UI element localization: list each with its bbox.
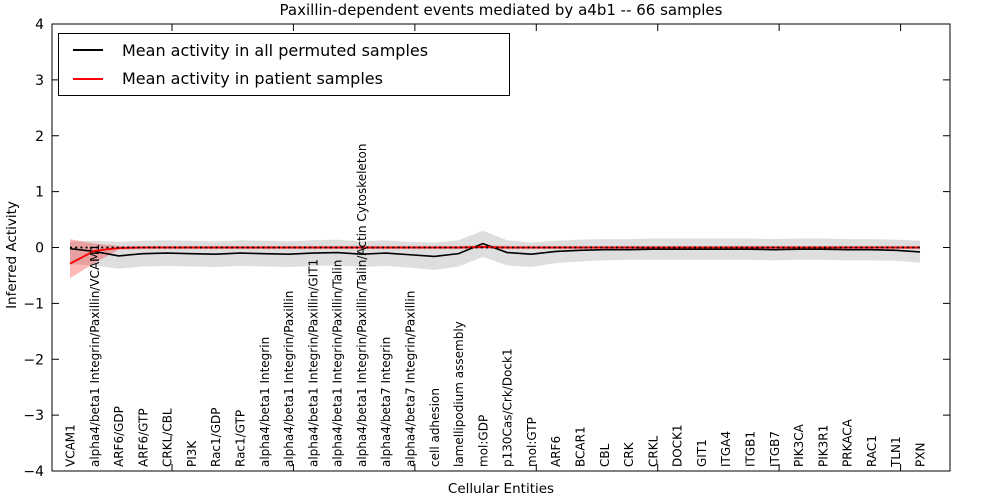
permuted-confidence-band <box>70 230 920 270</box>
x-category-label: ARF6 <box>549 436 563 467</box>
y-tick-label: 3 <box>35 73 44 89</box>
x-category-label: CBL <box>598 443 612 467</box>
chart-title: Paxillin-dependent events mediated by a4… <box>279 1 723 19</box>
y-tick-label: 0 <box>35 241 44 257</box>
x-category-label: RAC1 <box>865 435 879 467</box>
legend-item-permuted: Mean activity in all permuted samples <box>59 36 509 64</box>
x-category-label: CRKL/CBL <box>161 408 175 467</box>
x-category-label: ARF6/GDP <box>112 406 126 467</box>
y-axis-label: Inferred Activity <box>4 201 20 309</box>
x-category-label: PI3K <box>185 440 199 467</box>
x-category-label: alpha4/beta1 Integrin <box>258 337 272 467</box>
x-category-label: CRK <box>622 441 636 467</box>
x-category-label: mol:GDP <box>476 415 490 467</box>
x-category-label: BCAR1 <box>574 426 588 467</box>
legend-item-patient: Mean activity in patient samples <box>59 65 509 93</box>
x-category-label: ITGA4 <box>719 431 733 467</box>
x-category-label: cell adhesion <box>428 388 442 467</box>
x-category-label: Rac1/GTP <box>234 410 248 467</box>
x-category-label: PIK3R1 <box>816 425 830 467</box>
y-tick-label: −2 <box>23 352 44 368</box>
x-category-label: alpha4/beta1 Integrin/Paxillin/Talin <box>331 260 345 467</box>
x-category-label: ITGB7 <box>768 431 782 467</box>
y-tick-label: 1 <box>35 185 44 201</box>
x-category-label: Rac1/GDP <box>209 408 223 467</box>
x-category-label: alpha4/beta7 Integrin/Paxillin <box>404 291 418 467</box>
y-tick-label: −1 <box>23 296 44 312</box>
x-category-label: GIT1 <box>695 439 709 467</box>
legend: Mean activity in all permuted samples Me… <box>58 33 510 96</box>
patient-line-swatch <box>73 77 103 80</box>
x-category-label: lamellipodium assembly <box>452 321 466 467</box>
x-category-label: alpha4/beta1 Integrin/Paxillin/VCAM1 <box>88 244 102 467</box>
y-tick-label: −4 <box>23 464 44 480</box>
x-category-label: ARF6/GTP <box>136 408 150 467</box>
permuted-line-swatch <box>73 49 103 52</box>
legend-label-permuted: Mean activity in all permuted samples <box>122 40 429 60</box>
x-category-label: alpha4/beta1 Integrin/Paxillin <box>282 291 296 467</box>
x-category-label: mol:GTP <box>525 417 539 467</box>
y-tick-label: 2 <box>35 129 44 145</box>
x-axis-label: Cellular Entities <box>447 481 555 497</box>
y-tick-label: −3 <box>23 408 44 424</box>
x-category-label: PRKACA <box>841 418 855 467</box>
x-category-label: DOCK1 <box>671 424 685 467</box>
x-category-label: PIK3CA <box>792 423 806 467</box>
y-tick-label: 4 <box>35 17 44 33</box>
legend-label-patient: Mean activity in patient samples <box>122 69 383 89</box>
x-category-label: VCAM1 <box>64 424 78 467</box>
x-category-label: alpha4/beta1 Integrin/Paxillin/GIT1 <box>306 259 320 467</box>
x-category-label: TLN1 <box>889 436 903 468</box>
x-category-label: ITGB1 <box>744 431 758 467</box>
x-category-label: p130Cas/Crk/Dock1 <box>501 348 515 467</box>
x-category-label: alpha4/beta7 Integrin <box>379 337 393 467</box>
x-category-label: alpha4/beta1 Integrin/Paxillin/Talin/Act… <box>355 144 369 467</box>
x-category-label: CRKL <box>646 435 660 467</box>
x-category-label: PXN <box>914 443 928 467</box>
